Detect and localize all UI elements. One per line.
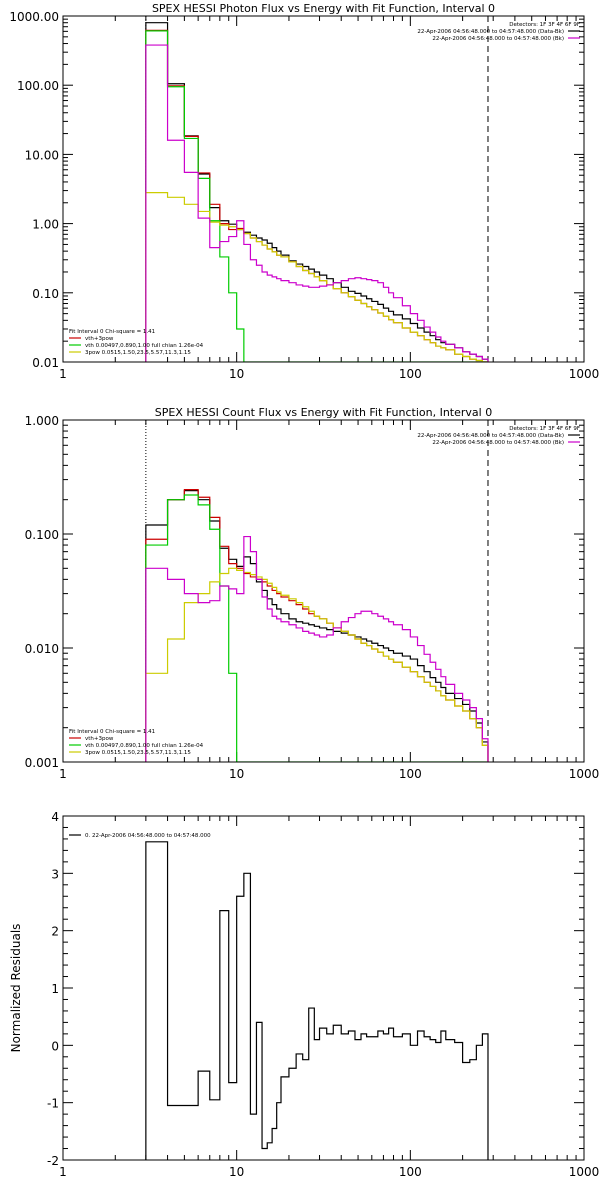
series-line-1 [145, 490, 489, 762]
x-tick-label: 1 [59, 767, 67, 781]
legend-entry: 22-Apr-2006 04:56:48.000 to 04:57:48.000… [432, 36, 564, 42]
x-tick-label: 1000 [569, 367, 600, 381]
y-tick-label: 100.00 [17, 79, 59, 93]
y-tick-label: 1.000 [25, 414, 59, 428]
series-line-3 [145, 30, 488, 362]
legend-entry: 0. 22-Apr-2006 04:56:48.000 to 04:57:48.… [85, 833, 211, 839]
series-group [145, 22, 489, 362]
x-tick-label: 1 [59, 1165, 67, 1179]
legend-entry: vth+3pow [85, 336, 114, 342]
chart-panel-1: SPEX HESSI Photon Flux vs Energy with Fi… [9, 2, 599, 381]
legend-entry: 22-Apr-2006 04:56:48.000 to 04:57:48.000… [417, 29, 564, 35]
legend-entry: Detectors: 1F 3F 4F 6F 9F [509, 426, 580, 432]
series-line-1 [145, 22, 489, 362]
y-tick-label: 10.00 [25, 148, 59, 162]
series-line-3 [145, 494, 488, 762]
legend-entry: 3pow 0.0515,1.50,23.5,5.57,11.3,1.15 [85, 750, 191, 756]
series-line-4 [145, 567, 489, 762]
x-tick-label: 10 [229, 367, 244, 381]
y-axis-label: Normalized Residuals [9, 924, 23, 1053]
legend-entry: 22-Apr-2006 04:56:48.000 to 04:57:48.000… [417, 433, 564, 439]
y-tick-label: 1000.00 [9, 10, 59, 24]
x-tick-label: 10 [229, 767, 244, 781]
series-line-4 [145, 192, 488, 362]
y-tick-label: 0.01 [32, 356, 59, 370]
legend-entry: vth 0.00497,0.890,1.00 full chian 1.26e-… [85, 343, 204, 349]
y-tick-label: -1 [47, 1097, 59, 1111]
y-tick-label: 3 [51, 867, 59, 881]
x-tick-label: 1000 [569, 767, 600, 781]
legend-entry: vth+3pow [85, 736, 114, 742]
legend-entry: 3pow 0.0515,1.50,23.5,5.57,11.3,1.15 [85, 350, 191, 356]
legend-entry: Fit Interval 0 Chi-square = 1.41 [69, 729, 155, 735]
y-tick-label: 1.00 [32, 218, 59, 232]
series-group [145, 489, 489, 762]
y-tick-label: 0.100 [25, 528, 59, 542]
x-tick-label: 1000 [569, 1165, 600, 1179]
y-tick-label: 2 [51, 925, 59, 939]
series-line-5 [145, 44, 489, 362]
series-line-5 [145, 535, 489, 762]
plot-frame [62, 419, 585, 763]
chart-title: SPEX HESSI Count Flux vs Energy with Fit… [155, 406, 492, 419]
series-line-1 [145, 841, 489, 1160]
chart-title: SPEX HESSI Photon Flux vs Energy with Fi… [152, 2, 495, 15]
y-tick-label: -2 [47, 1154, 59, 1168]
legend-entry: vth 0.00497,0.890,1.00 full chian 1.26e-… [85, 743, 204, 749]
y-tick-label: 4 [51, 810, 59, 824]
x-tick-label: 100 [399, 367, 422, 381]
y-tick-label: 0.001 [25, 756, 59, 770]
x-tick-label: 100 [399, 1165, 422, 1179]
y-tick-label: 0.10 [32, 287, 59, 301]
legend-entry: Detectors: 1F 3F 4F 6F 9F [509, 22, 580, 28]
x-tick-label: 100 [399, 767, 422, 781]
plot-frame [62, 15, 585, 363]
chart-panel-3: Normalized Residuals 1 10 100 1000 -2 -1 0 1 2 3 4 0… [9, 810, 599, 1179]
legend-entry: Fit Interval 0 Chi-square = 1.41 [69, 329, 155, 335]
series-line-2 [145, 29, 488, 362]
y-tick-label: 1 [51, 982, 59, 996]
legend-entry: 22-Apr-2006 04:56:48.000 to 04:57:48.000… [432, 440, 564, 446]
plot-frame [62, 815, 585, 1161]
y-tick-label: 0.010 [25, 642, 59, 656]
x-tick-label: 10 [229, 1165, 244, 1179]
series-group [145, 841, 489, 1160]
chart-panel-2: SPEX HESSI Count Flux vs Energy with Fit… [25, 406, 600, 781]
y-tick-label: 0 [51, 1039, 59, 1053]
x-tick-label: 1 [59, 367, 67, 381]
